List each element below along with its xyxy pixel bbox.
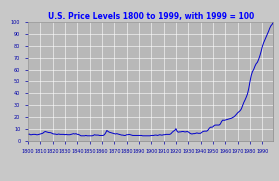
Title: U.S. Price Levels 1800 to 1999, with 1999 = 100: U.S. Price Levels 1800 to 1999, with 199… xyxy=(47,12,254,21)
